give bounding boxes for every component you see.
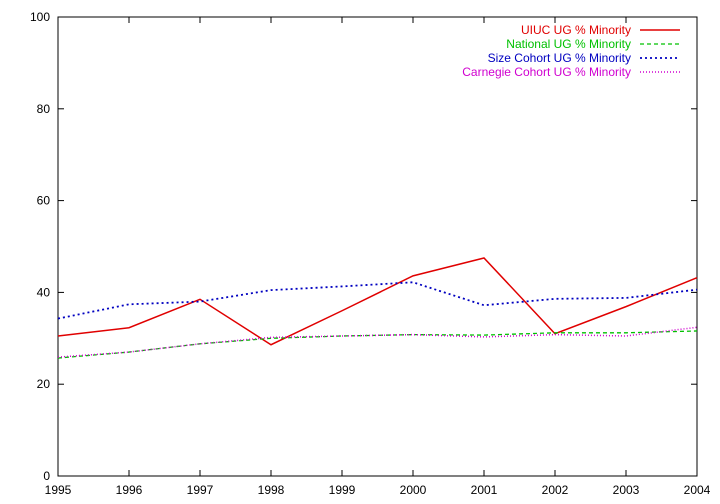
x-tick-label: 2004 bbox=[684, 483, 711, 497]
series-lines bbox=[57, 257, 698, 359]
x-tick-label: 1999 bbox=[329, 483, 356, 497]
y-tick-label: 20 bbox=[37, 377, 51, 391]
y-axis: 0 20 40 60 80 100 bbox=[30, 10, 697, 483]
legend-label-1: UIUC UG % Minority bbox=[521, 23, 631, 37]
series-line-1 bbox=[57, 257, 698, 346]
x-tick-label: 1995 bbox=[45, 483, 72, 497]
series-line-2 bbox=[57, 330, 698, 359]
plot-frame bbox=[57, 16, 698, 477]
y-tick-label: 40 bbox=[37, 285, 51, 299]
x-axis: 1995 1996 1997 1998 1999 2000 2001 2002 2003 2004 bbox=[45, 17, 711, 497]
series-line-4 bbox=[57, 326, 698, 358]
x-tick-label: 2000 bbox=[400, 483, 427, 497]
x-tick-label: 1996 bbox=[116, 483, 143, 497]
legend-label-3: Size Cohort UG % Minority bbox=[488, 51, 631, 65]
x-tick-label: 2001 bbox=[471, 483, 498, 497]
y-tick-label: 100 bbox=[30, 10, 50, 24]
y-tick-label: 0 bbox=[43, 469, 50, 483]
legend-label-4: Carnegie Cohort UG % Minority bbox=[462, 65, 631, 79]
y-tick-label: 60 bbox=[37, 194, 51, 208]
series-line-3 bbox=[57, 281, 698, 320]
legend-label-2: National UG % Minority bbox=[506, 37, 631, 51]
x-tick-label: 2003 bbox=[613, 483, 640, 497]
x-tick-label: 2002 bbox=[542, 483, 569, 497]
x-tick-label: 1997 bbox=[187, 483, 214, 497]
y-tick-label: 80 bbox=[37, 102, 51, 116]
x-tick-label: 1998 bbox=[258, 483, 285, 497]
